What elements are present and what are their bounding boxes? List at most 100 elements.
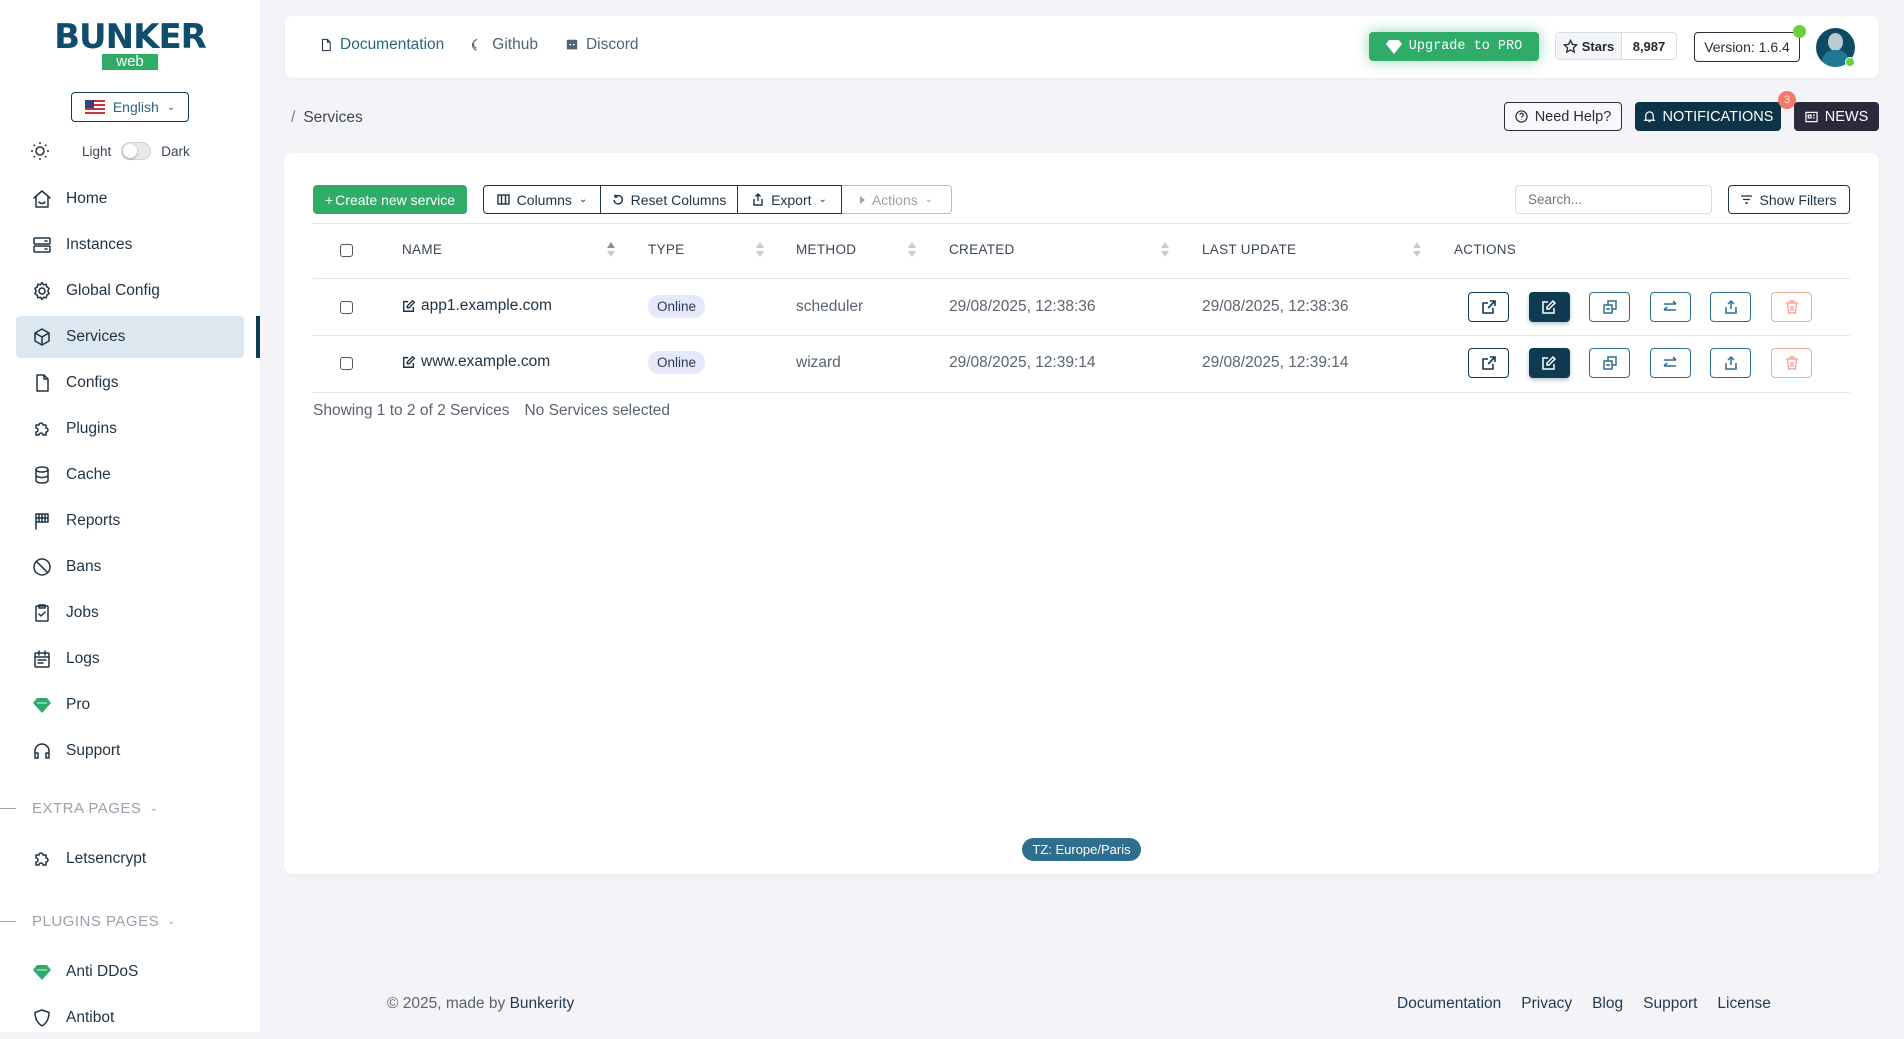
sort-icon[interactable] xyxy=(756,242,764,258)
reset-columns-button[interactable]: Reset Columns xyxy=(601,185,738,214)
bunkerweb-logo[interactable]: BUNKER web xyxy=(50,20,210,70)
open-link-button[interactable] xyxy=(1468,348,1509,378)
footer-link-documentation[interactable]: Documentation xyxy=(1397,995,1502,1012)
convert-button[interactable] xyxy=(1649,348,1691,378)
convert-button[interactable] xyxy=(1649,292,1691,322)
column-header-last-update[interactable]: LAST UPDATE xyxy=(1202,242,1297,257)
sort-icon[interactable] xyxy=(908,242,916,258)
toplink-github[interactable]: Github xyxy=(471,36,538,54)
sidebar-item-label: Anti DDoS xyxy=(66,963,139,980)
sidebar-item-support[interactable]: Support xyxy=(16,730,244,772)
version-badge[interactable]: Version: 1.6.4 xyxy=(1694,32,1800,62)
sidebar-item-services[interactable]: Services xyxy=(16,316,244,358)
show-filters-button[interactable]: Show Filters xyxy=(1728,185,1850,214)
sort-icon[interactable] xyxy=(1413,242,1421,258)
sidebar-item-reports[interactable]: Reports xyxy=(16,500,244,542)
footer-link-license[interactable]: License xyxy=(1717,995,1771,1012)
export-icon xyxy=(1725,299,1737,314)
edit-button[interactable] xyxy=(1528,292,1570,322)
shield-icon xyxy=(32,1008,52,1028)
service-name-link[interactable]: www.example.com xyxy=(402,353,550,371)
footer-links: Documentation Privacy Blog Support License xyxy=(1397,995,1771,1013)
row-checkbox[interactable] xyxy=(340,357,353,370)
chevron-down-icon: ⌄ xyxy=(818,194,827,205)
sidebar-item-letsencrypt[interactable]: Letsencrypt xyxy=(16,838,244,880)
sidebar-item-configs[interactable]: Configs xyxy=(16,362,244,404)
sidebar-item-bans[interactable]: Bans xyxy=(16,546,244,588)
news-button[interactable]: NEWS xyxy=(1794,102,1879,131)
sidebar-item-plugins[interactable]: Plugins xyxy=(16,408,244,450)
column-header-method[interactable]: METHOD xyxy=(796,242,857,257)
method-cell: scheduler xyxy=(796,298,864,315)
sort-icon[interactable] xyxy=(607,242,615,258)
sidebar-item-label: Global Config xyxy=(66,282,160,299)
question-icon xyxy=(1515,110,1528,123)
footer-link-privacy[interactable]: Privacy xyxy=(1521,995,1573,1012)
database-icon xyxy=(32,465,52,485)
footer-link-blog[interactable]: Blog xyxy=(1592,995,1624,1012)
service-name: app1.example.com xyxy=(421,297,552,314)
sidebar-item-logs[interactable]: Logs xyxy=(16,638,244,680)
toplink-discord[interactable]: Discord xyxy=(565,36,638,54)
select-all-checkbox[interactable] xyxy=(340,244,353,257)
puzzle-icon xyxy=(32,849,52,869)
extra-pages-section[interactable]: EXTRA PAGES ⌄ xyxy=(0,800,158,817)
sidebar-item-antibot[interactable]: Antibot xyxy=(16,997,244,1039)
sidebar-item-instances[interactable]: Instances xyxy=(16,224,244,266)
create-service-button[interactable]: + Create new service xyxy=(313,185,467,214)
column-header-created[interactable]: CREATED xyxy=(949,242,1015,257)
footer-copyright: © 2025, made by Bunkerity xyxy=(387,995,574,1013)
reset-icon xyxy=(612,194,623,205)
columns-button[interactable]: Columns ⌄ xyxy=(483,185,601,214)
logo-text: BUNKER xyxy=(54,17,207,57)
plugins-pages-section[interactable]: PLUGINS PAGES ⌄ xyxy=(0,913,176,930)
actions-dropdown[interactable]: Actions ⌄ xyxy=(842,185,952,214)
sidebar-item-label: Reports xyxy=(66,512,121,529)
sidebar-item-home[interactable]: Home xyxy=(16,178,244,220)
open-link-button[interactable] xyxy=(1468,292,1509,322)
sort-desc-icon xyxy=(607,251,615,257)
language-label: English xyxy=(112,99,159,115)
sun-icon xyxy=(31,142,49,160)
row-checkbox[interactable] xyxy=(340,301,353,314)
star-icon xyxy=(1562,38,1578,53)
updated-cell: 29/08/2025, 12:39:14 xyxy=(1202,354,1349,371)
clone-button[interactable] xyxy=(1589,292,1631,322)
notifications-button[interactable]: NOTIFICATIONS xyxy=(1635,102,1781,131)
export-button[interactable]: Export ⌄ xyxy=(738,185,842,214)
github-stars-button[interactable]: Stars 8,987 xyxy=(1555,32,1677,60)
delete-button[interactable] xyxy=(1771,348,1812,378)
calendar-icon xyxy=(32,649,52,669)
sort-icon[interactable] xyxy=(1161,242,1169,258)
sidebar-item-cache[interactable]: Cache xyxy=(16,454,244,496)
sidebar-item-anti-ddos[interactable]: Anti DDoS xyxy=(16,951,244,993)
need-help-button[interactable]: Need Help? xyxy=(1504,102,1622,131)
toplink-documentation[interactable]: Documentation xyxy=(319,36,444,54)
sort-asc-icon xyxy=(1413,242,1421,248)
column-header-type[interactable]: TYPE xyxy=(648,242,685,257)
export-button[interactable] xyxy=(1710,292,1752,322)
language-select[interactable]: English ⌄ xyxy=(71,92,189,122)
search-input[interactable] xyxy=(1515,185,1712,214)
clone-button[interactable] xyxy=(1589,348,1631,378)
discord-icon xyxy=(565,38,579,52)
github-icon xyxy=(471,38,485,52)
sidebar-item-label: Services xyxy=(66,328,126,345)
sidebar-item-pro[interactable]: Pro xyxy=(16,684,244,726)
sidebar-item-label: Antibot xyxy=(66,1009,115,1026)
service-name-link[interactable]: app1.example.com xyxy=(402,297,552,315)
sidebar-item-global-config[interactable]: Global Config xyxy=(16,270,244,312)
sort-asc-icon xyxy=(756,242,764,248)
theme-toggle[interactable] xyxy=(121,142,152,160)
delete-button[interactable] xyxy=(1771,292,1812,322)
sidebar-item-jobs[interactable]: Jobs xyxy=(16,592,244,634)
dark-label: Dark xyxy=(161,143,190,159)
edit-button[interactable] xyxy=(1528,348,1570,378)
footer-link-support[interactable]: Support xyxy=(1643,995,1698,1012)
export-button[interactable] xyxy=(1710,348,1752,378)
bunkerity-link[interactable]: Bunkerity xyxy=(509,995,575,1012)
upgrade-pro-button[interactable]: Upgrade to PRO xyxy=(1369,32,1539,61)
sidebar-item-label: Pro xyxy=(66,696,91,713)
news-label: NEWS xyxy=(1824,108,1869,125)
column-header-name[interactable]: NAME xyxy=(402,242,443,257)
